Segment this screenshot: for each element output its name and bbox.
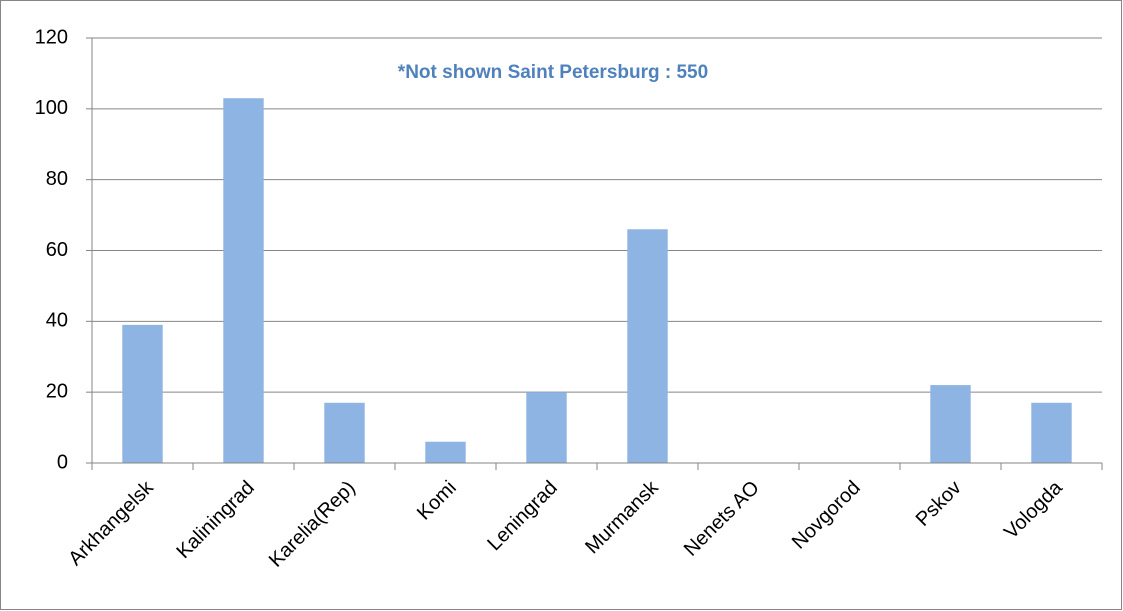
bar: [425, 441, 466, 463]
bar: [526, 392, 567, 463]
bar: [627, 229, 668, 463]
y-tick-label: 60: [46, 239, 68, 261]
y-tick-label: 0: [57, 451, 68, 473]
bar: [930, 385, 971, 463]
y-tick-label: 20: [46, 380, 68, 402]
y-tick-label: 80: [46, 168, 68, 190]
bar: [122, 324, 163, 463]
annotation: *Not shown Saint Petersburg : 550: [398, 62, 708, 83]
bar: [324, 402, 365, 463]
y-tick-label: 40: [46, 310, 68, 332]
bar: [223, 98, 264, 463]
y-tick-label: 100: [35, 97, 68, 119]
bar: [1031, 402, 1072, 463]
y-tick-label: 120: [35, 26, 68, 48]
